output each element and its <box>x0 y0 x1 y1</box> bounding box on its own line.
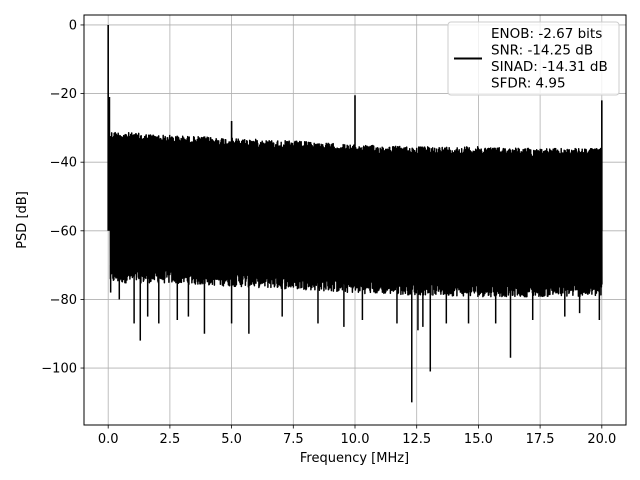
y-tick-label: −20 <box>50 87 77 102</box>
y-axis-ticks: 0 −20 −40 −60 −80 −100 <box>41 18 84 377</box>
legend-box <box>447 21 620 96</box>
legend: ENOB: -2.67 bits SNR: -14.25 dB SINAD: -… <box>447 21 620 96</box>
y-tick-label: −60 <box>50 224 77 239</box>
x-axis-label: Frequency [MHz] <box>300 451 409 466</box>
y-tick-label: 0 <box>69 18 77 33</box>
y-tick-label: −80 <box>50 293 77 308</box>
x-tick-label: 10.0 <box>341 432 370 447</box>
legend-sfdr: SFDR: 4.95 <box>491 76 566 92</box>
y-tick-label: −40 <box>50 156 77 171</box>
x-tick-label: 17.5 <box>526 432 555 447</box>
x-tick-label: 2.5 <box>160 432 181 447</box>
x-tick-label: 7.5 <box>283 432 304 447</box>
legend-enob: ENOB: -2.67 bits <box>491 26 602 42</box>
psd-noise-floor <box>109 131 603 298</box>
legend-snr: SNR: -14.25 dB <box>491 43 593 59</box>
x-tick-label: 0.0 <box>98 432 119 447</box>
x-tick-label: 15.0 <box>464 432 493 447</box>
x-tick-label: 12.5 <box>402 432 431 447</box>
x-tick-label: 5.0 <box>221 432 242 447</box>
y-tick-label: −100 <box>41 362 77 377</box>
x-axis-ticks: 0.0 2.5 5.0 7.5 10.0 12.5 15.0 17.5 20.0 <box>98 425 616 447</box>
y-axis-label: PSD [dB] <box>15 191 30 249</box>
x-tick-label: 20.0 <box>587 432 616 447</box>
psd-trace <box>107 24 603 403</box>
legend-sinad: SINAD: -14.31 dB <box>491 59 608 75</box>
